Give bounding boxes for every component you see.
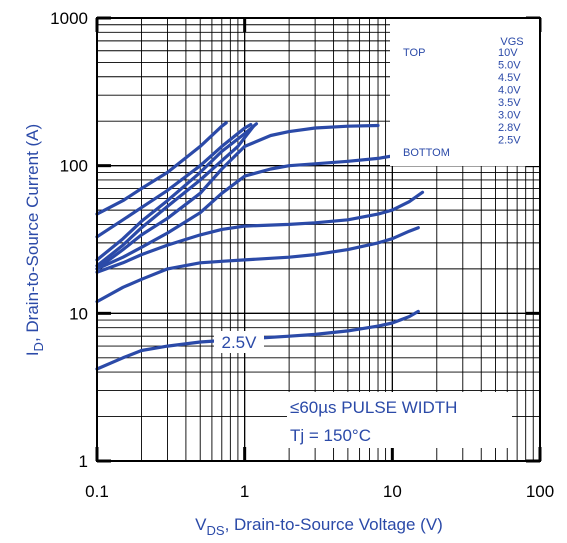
y-axis-title-sub: D: [31, 342, 46, 351]
x-tick-label: 100: [526, 482, 554, 501]
legend-entry: 4.5V: [498, 72, 521, 84]
x-axis-title-post: , Drain-to-Source Voltage (V): [225, 515, 443, 534]
legend-header: VGS: [500, 36, 523, 48]
series-line: [95, 122, 258, 262]
x-tick-label: 10: [383, 482, 402, 501]
series-line: [95, 226, 420, 304]
series-line: [95, 121, 228, 216]
y-tick-label: 1000: [50, 9, 88, 28]
annotation-line-2: Tj = 150°C: [290, 426, 371, 445]
legend-entry: 10V: [498, 47, 518, 59]
series-line: [95, 124, 256, 268]
series-line: [95, 123, 380, 271]
x-axis-title-sub: DS: [207, 523, 225, 538]
x-tick-labels: 0.1 1 10 100: [85, 482, 554, 501]
y-axis-title-post: , Drain-to-Source Current (A): [23, 124, 42, 342]
curve-label: 2.5V: [222, 333, 258, 352]
legend-entry: 3.5V: [498, 97, 521, 109]
y-axis-title-pre: I: [23, 351, 42, 356]
x-tick-label: 0.1: [85, 482, 109, 501]
y-axis-title: ID, Drain-to-Source Current (A): [23, 124, 46, 356]
annotation-box: [287, 392, 512, 448]
annotation-line-1: ≤60µs PULSE WIDTH: [290, 398, 457, 417]
curve-label-bg: [214, 331, 264, 353]
series-line: [95, 190, 425, 274]
annotation: ≤60µs PULSE WIDTH Tj = 150°C: [287, 392, 512, 448]
y-tick-label: 1: [79, 452, 88, 471]
legend-entry: 3.0V: [498, 110, 521, 122]
y-tick-label: 10: [69, 304, 88, 323]
legend-box: [390, 19, 539, 166]
legend-entry: 2.5V: [498, 135, 521, 147]
y-tick-label: 100: [60, 157, 88, 176]
plot-border: [96, 17, 541, 462]
legend-bottom-label: BOTTOM: [403, 147, 450, 159]
legend-entry: 4.0V: [498, 85, 521, 97]
legend: VGS TOP BOTTOM 10V5.0V4.5V4.0V3.5V3.0V2.…: [390, 19, 539, 166]
series-line: [95, 309, 420, 371]
x-axis-title-pre: V: [195, 515, 207, 534]
series-line: [95, 122, 253, 239]
x-tick-label: 1: [240, 482, 249, 501]
series-line: [95, 149, 420, 271]
legend-top-label: TOP: [403, 47, 425, 59]
x-axis-title: VDS, Drain-to-Source Voltage (V): [195, 515, 443, 538]
legend-entry: 5.0V: [498, 60, 521, 72]
y-tick-labels: 1 10 100 1000: [50, 9, 88, 471]
curves: [95, 121, 425, 371]
legend-entry: 2.8V: [498, 122, 521, 134]
